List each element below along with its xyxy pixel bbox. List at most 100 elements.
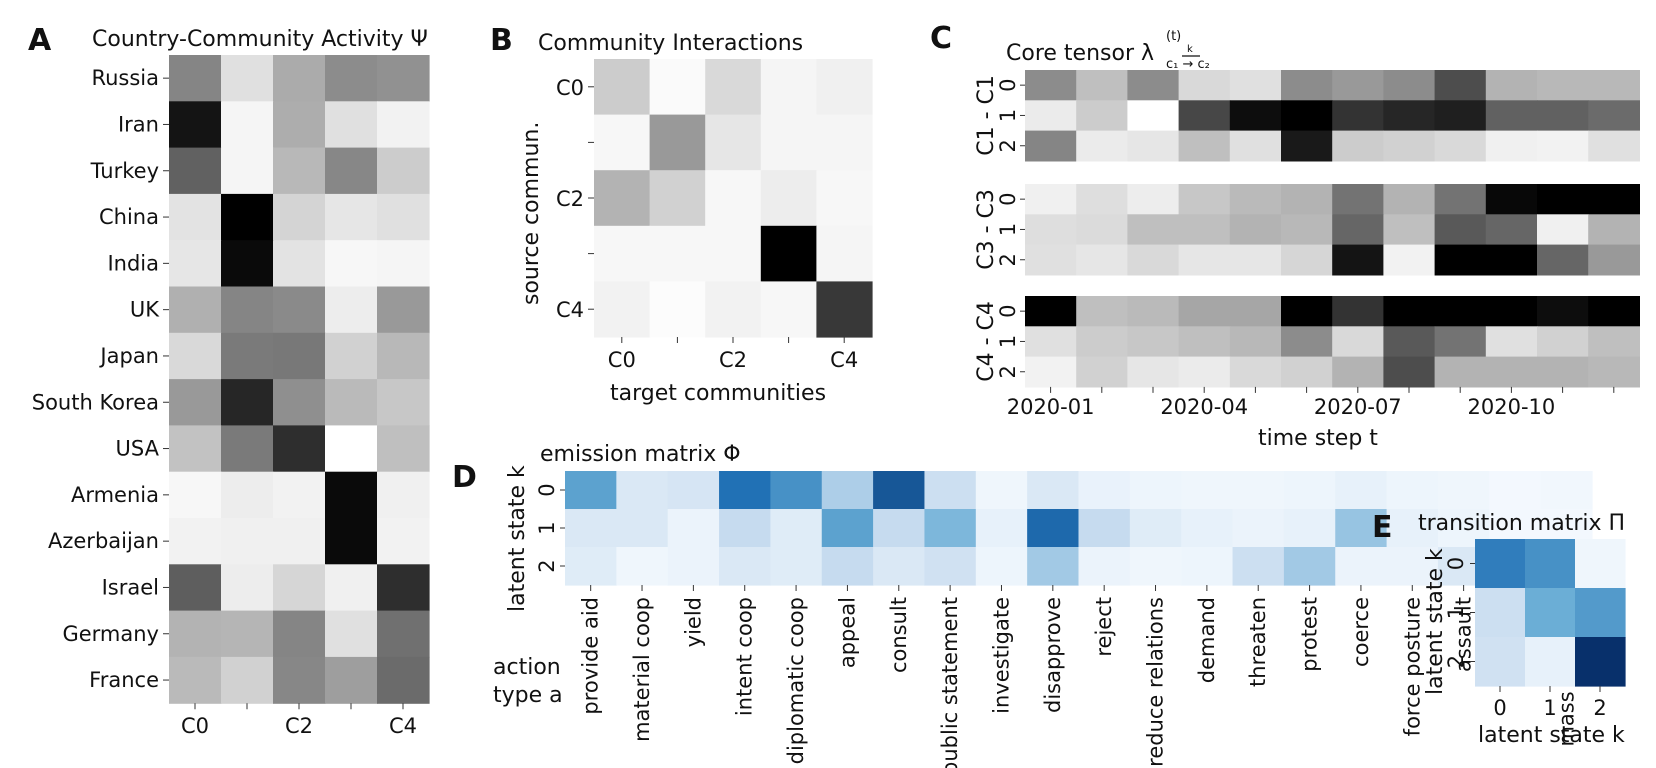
panel-d-cell-r1-c1 [616, 509, 669, 548]
panel-b-cell-r0-c3 [760, 59, 817, 116]
panel-c-group-0-cell-r1-c9 [1485, 100, 1538, 132]
panel-c-group-2-cell-r0-c9 [1485, 296, 1538, 327]
panel-d-action-label: protest [1298, 597, 1322, 672]
panel-a-cell-r5-c0 [169, 286, 222, 334]
panel-c-group-1-cell-r2-c11 [1588, 244, 1640, 276]
panel-a-cell-r3-c4 [377, 193, 430, 241]
panel-a-cell-r5-c3 [325, 286, 378, 334]
panel-d-cell-r0-c2 [667, 471, 720, 510]
panel-a-cell-r1-c2 [273, 101, 326, 149]
panel-c-group-2-cell-r0-c11 [1588, 296, 1640, 327]
panel-d-cell-r1-c3 [719, 509, 771, 548]
panel-e-title: transition matrix Π [1418, 511, 1625, 536]
panel-a-cell-r7-c2 [273, 379, 326, 426]
panel-d-cell-r1-c9 [1027, 509, 1080, 548]
panel-a-cell-r10-c2 [273, 518, 326, 565]
panel-d-action-label: intent coop [733, 597, 757, 716]
panel-c-state-label: 0 [996, 78, 1020, 91]
panel-d-cell-r1-c5 [821, 509, 874, 548]
panel-d-action-label: assault [1452, 597, 1476, 672]
panel-d-cell-r1-c4 [770, 509, 823, 548]
panel-c-group-1-cell-r2-c9 [1485, 244, 1538, 276]
panel-d-cell-r1-c6 [873, 509, 926, 548]
panel-b-cell-r3-c2 [705, 225, 762, 282]
panel-c-x-label: 2020-04 [1160, 395, 1248, 419]
panel-c-group-2-cell-r1-c6 [1332, 326, 1384, 358]
panel-c-group-0-cell-r0-c7 [1383, 70, 1436, 101]
panel-a-cell-r3-c0 [169, 193, 222, 241]
panel-c-group-2-cell-r0-c8 [1434, 296, 1487, 327]
panel-a-cell-r11-c3 [325, 564, 378, 612]
panel-c-group-2-cell-r2-c5 [1281, 356, 1333, 388]
panel-b-ylabel: source commun. [519, 122, 544, 305]
panel-c-group-1-cell-r2-c6 [1332, 244, 1384, 276]
panel-a-cell-r5-c4 [377, 286, 430, 334]
panel-a-row-label: Iran [118, 112, 159, 136]
panel-c-group-2-cell-r0-c7 [1383, 296, 1436, 327]
panel-c-group-1-cell-r1-c11 [1588, 214, 1640, 246]
panel-a-cell-r10-c1 [221, 518, 274, 565]
panel-a-cell-r8-c0 [169, 425, 222, 473]
panel-c-group-2-cell-r0-c5 [1281, 296, 1333, 327]
panel-d-action-label: provide aid [579, 597, 603, 715]
panel-e-ylabel: latent state k [1423, 548, 1448, 695]
panel-c-group-1-cell-r0-c8 [1434, 184, 1487, 215]
panel-d-action-label-line2: type a [493, 683, 563, 708]
panel-d-action-label: public statement [938, 597, 962, 768]
panel-a-row-label: USA [116, 437, 160, 461]
panel-c-group-0-cell-r1-c5 [1281, 100, 1333, 132]
panel-d-cell-r2-c1 [616, 547, 669, 586]
panel-b-cell-r2-c3 [760, 170, 817, 227]
panel-d-cell-r0-c16 [1386, 471, 1439, 510]
panel-b-row-label: C4 [556, 298, 584, 322]
panel-b-cell-r4-c2 [705, 281, 762, 338]
panel-c-group-0-cell-r0-c9 [1485, 70, 1538, 101]
panel-b-cell-r1-c0 [594, 114, 651, 171]
panel-b-cell-r4-c3 [760, 281, 817, 338]
panel-a-row-label: Germany [62, 622, 159, 646]
panel-a-cell-r4-c2 [273, 240, 326, 288]
panel-a-cell-r3-c1 [221, 193, 274, 241]
panel-d-cell-r1-c14 [1283, 509, 1336, 548]
panel-d-cell-r2-c12 [1181, 547, 1234, 586]
panel-a-cell-r11-c1 [221, 564, 274, 612]
panel-c-group-1-cell-r0-c6 [1332, 184, 1384, 215]
panel-c-group-1-cell-r2-c10 [1537, 244, 1589, 276]
panel-a-col-label: C0 [181, 714, 209, 738]
panel-c-group-0-cell-r0-c3 [1178, 70, 1231, 101]
panel-a-cell-r11-c2 [273, 564, 326, 612]
panel-c-group-1-cell-r0-c7 [1383, 184, 1436, 215]
panel-c-group-2-cell-r1-c8 [1434, 326, 1487, 358]
panel-c-group-2-cell-r2-c2 [1127, 356, 1180, 388]
panel-a-cell-r6-c2 [273, 332, 326, 380]
panel-d-cell-r2-c10 [1078, 547, 1131, 586]
panel-d-action-label: force posture [1400, 597, 1424, 736]
panel-c-group-0-cell-r2-c11 [1588, 130, 1640, 162]
panel-c-group-0-cell-r2-c8 [1434, 130, 1487, 162]
panel-a-cell-r6-c4 [377, 332, 430, 380]
panel-c-group-1-cell-r0-c5 [1281, 184, 1333, 215]
panel-c-group-0-cell-r0-c11 [1588, 70, 1640, 101]
panel-c-group-2-cell-r1-c4 [1229, 326, 1282, 358]
panel-a-cell-r0-c2 [273, 55, 326, 102]
panel-c-group-2-cell-r1-c11 [1588, 326, 1640, 358]
panel-e-heatmap: 0 1 2 0 1 2 [1444, 539, 1626, 720]
panel-d-cell-r0-c8 [975, 471, 1028, 510]
panel-d-cell-r1-c10 [1078, 509, 1131, 548]
panel-a-col-label: C2 [285, 714, 313, 738]
panel-a-cell-r10-c4 [377, 518, 430, 565]
panel-b-cell-r1-c2 [705, 114, 762, 171]
panel-a-cell-r12-c2 [273, 610, 326, 658]
panel-d-cell-r1-c15 [1335, 509, 1388, 548]
panel-c-group-1-cell-r2-c4 [1229, 244, 1282, 276]
panel-b-cell-r0-c0 [594, 59, 651, 116]
panel-a-cell-r0-c0 [169, 55, 222, 102]
panel-c-group-1-cell-r1-c10 [1537, 214, 1589, 246]
panel-a-cell-r9-c2 [273, 471, 326, 519]
panel-c-group-1-cell-r0-c4 [1229, 184, 1282, 215]
panel-a-row-label: Israel [102, 575, 159, 599]
panel-a-cell-r12-c4 [377, 610, 430, 658]
panel-b-cell-r2-c2 [705, 170, 762, 227]
panel-e-row-label: 1 [1444, 606, 1468, 619]
